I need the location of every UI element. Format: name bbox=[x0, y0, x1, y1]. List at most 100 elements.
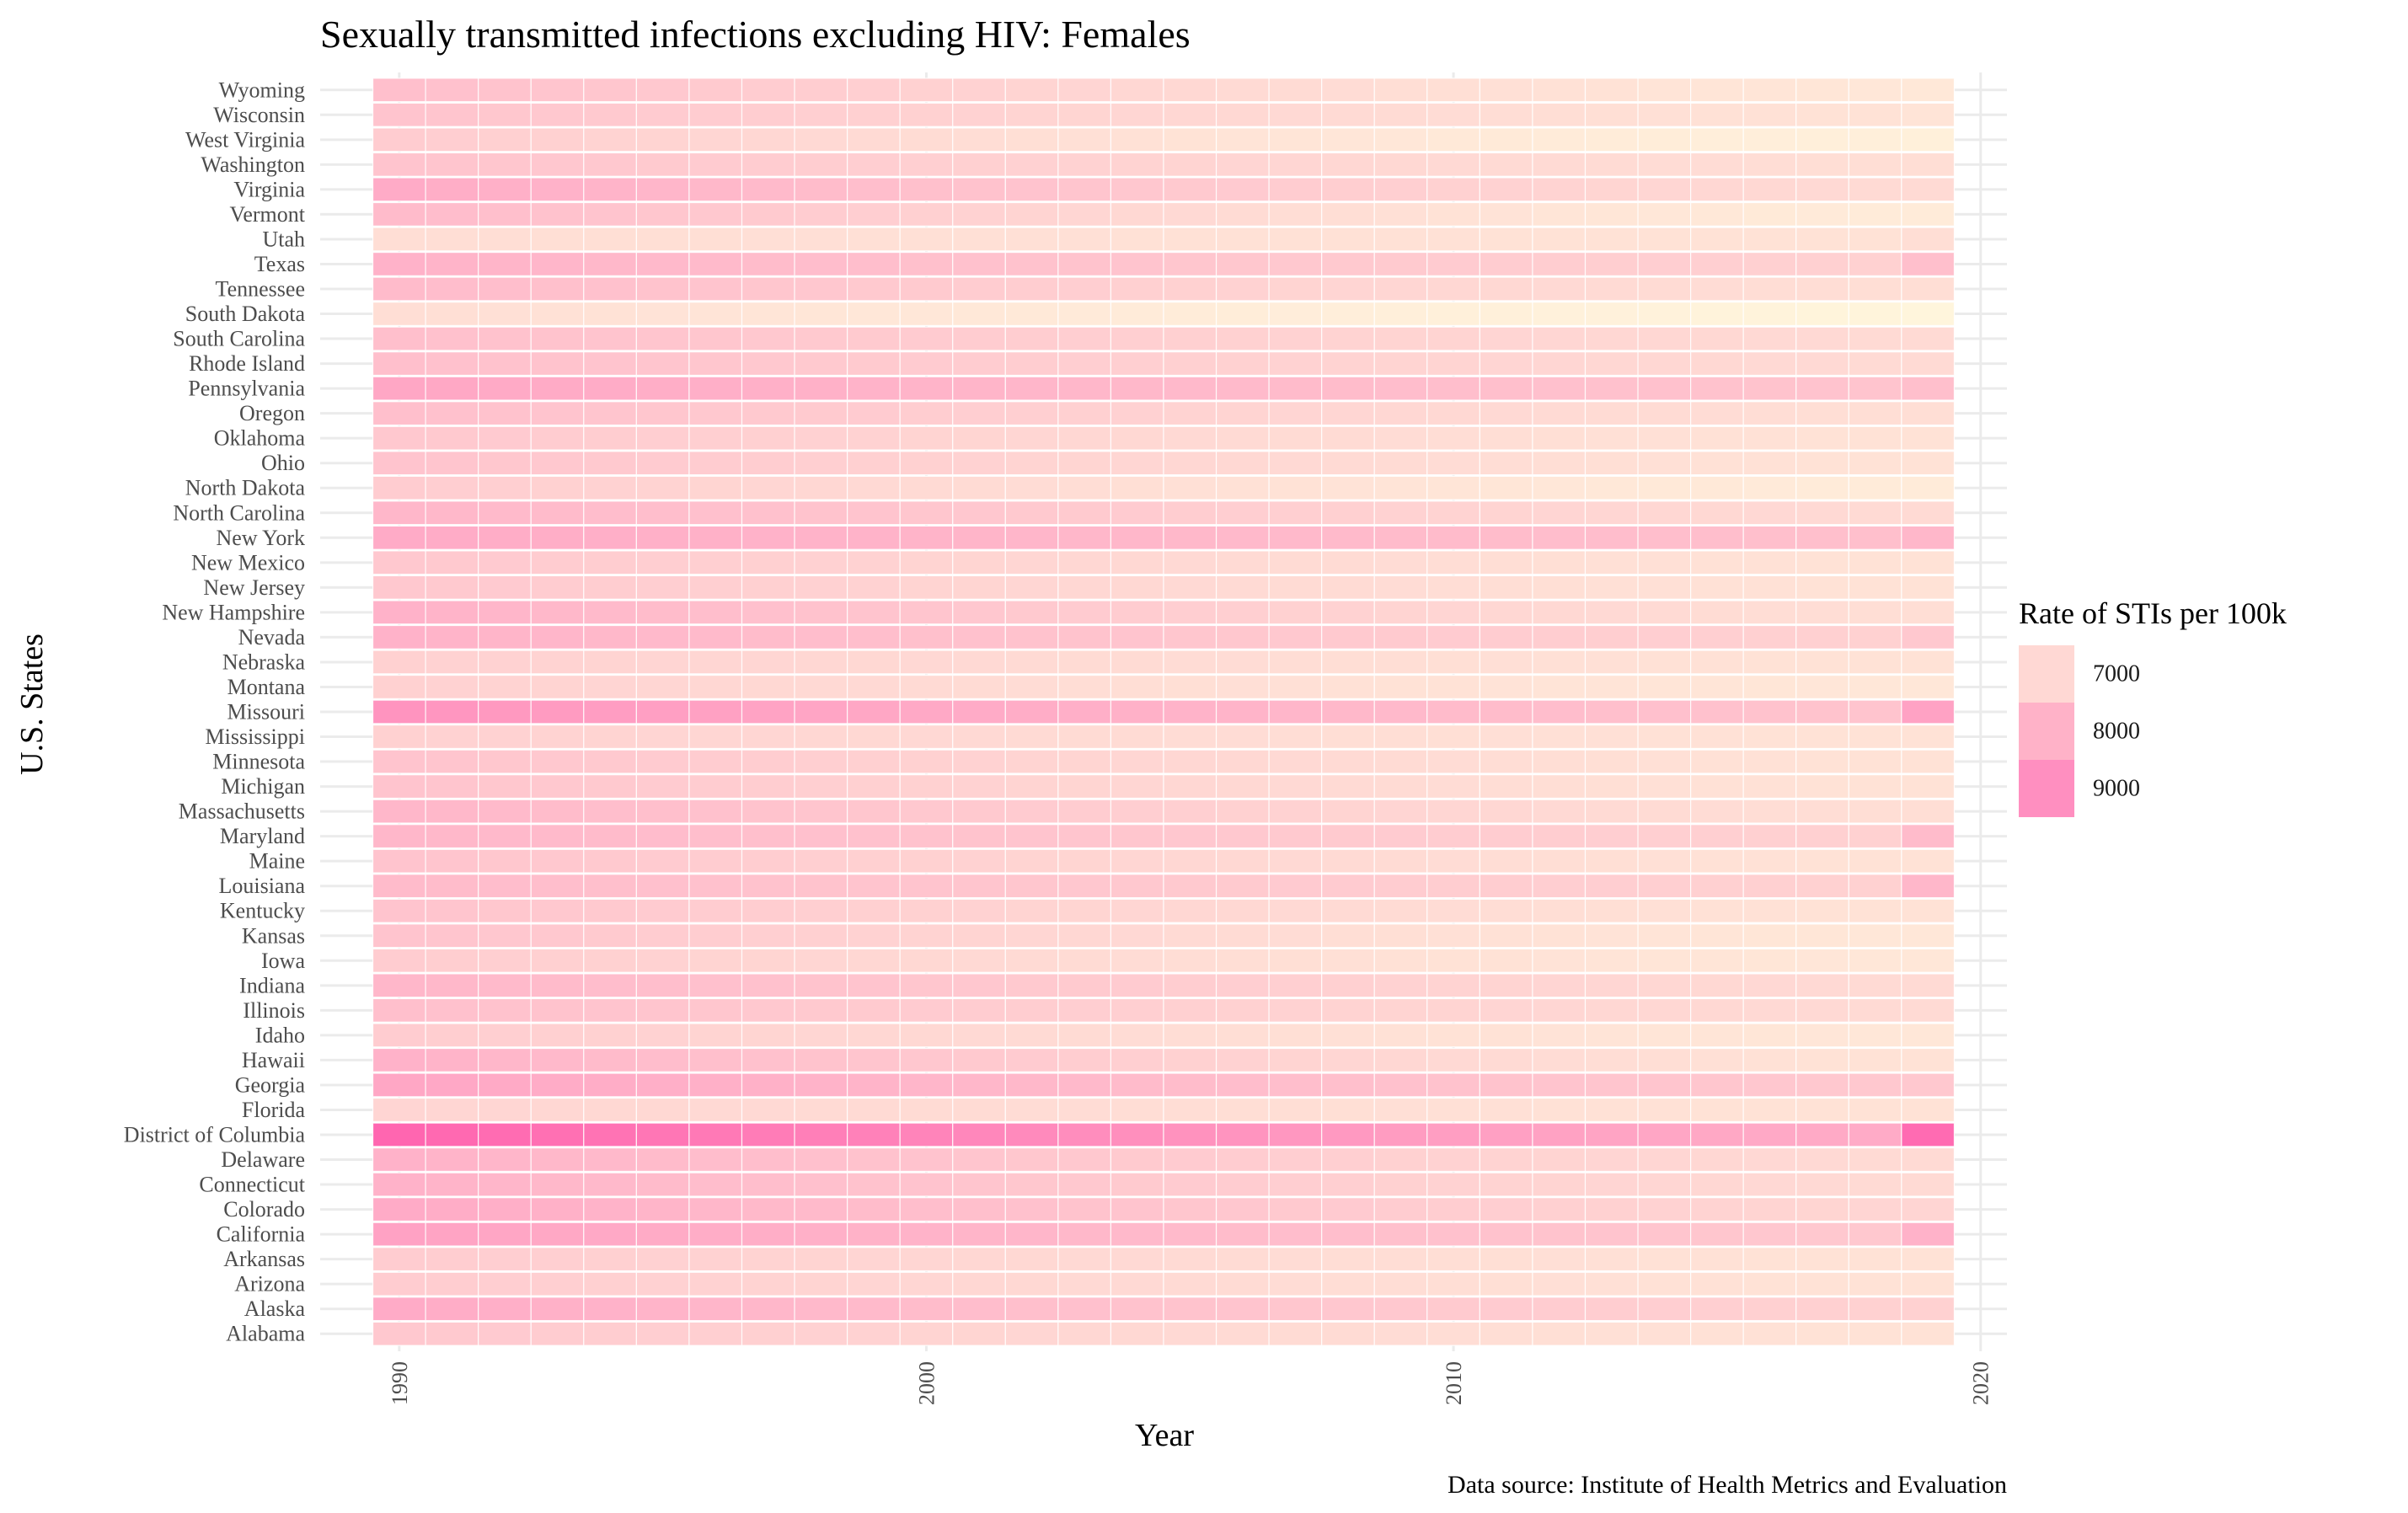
heatmap-cell bbox=[1795, 227, 1849, 252]
heatmap-cell bbox=[530, 525, 585, 550]
heatmap-cell bbox=[1532, 326, 1587, 351]
heatmap-cell bbox=[1110, 152, 1164, 177]
heatmap-cell bbox=[1373, 749, 1428, 774]
heatmap-cell bbox=[478, 1023, 532, 1048]
heatmap-cell bbox=[1795, 276, 1849, 302]
heatmap-cell bbox=[1479, 1147, 1533, 1173]
heatmap-cell bbox=[952, 451, 1006, 476]
heatmap-cell bbox=[1215, 127, 1270, 152]
heatmap-cell bbox=[530, 674, 585, 699]
heatmap-cell bbox=[1532, 78, 1587, 103]
heatmap-cell bbox=[1637, 1147, 1692, 1173]
heatmap-cell bbox=[1690, 1321, 1744, 1346]
heatmap-cell bbox=[1584, 127, 1639, 152]
heatmap-cell bbox=[741, 1172, 795, 1197]
heatmap-cell bbox=[1637, 127, 1692, 152]
heatmap-cell bbox=[688, 177, 743, 202]
heatmap-cell bbox=[952, 650, 1006, 675]
heatmap-cell bbox=[1901, 874, 1956, 899]
heatmap-cell bbox=[1057, 774, 1112, 799]
heatmap-cell bbox=[1479, 451, 1533, 476]
heatmap-cell bbox=[741, 848, 795, 874]
heatmap-cell bbox=[635, 201, 690, 227]
heatmap-cell bbox=[635, 898, 690, 923]
heatmap-cell bbox=[688, 1222, 743, 1247]
heatmap-cell bbox=[1215, 1197, 1270, 1222]
heatmap-cell bbox=[583, 1097, 637, 1122]
heatmap-cell bbox=[1532, 997, 1587, 1023]
heatmap-cell bbox=[530, 1296, 585, 1322]
heatmap-cell bbox=[530, 600, 585, 625]
heatmap-cell bbox=[1268, 674, 1323, 699]
heatmap-cell bbox=[635, 1247, 690, 1272]
heatmap-cell bbox=[1110, 1247, 1164, 1272]
heatmap-cell bbox=[530, 152, 585, 177]
heatmap-cell bbox=[899, 824, 954, 849]
heatmap-cell bbox=[530, 401, 585, 426]
heatmap-cell bbox=[372, 749, 426, 774]
heatmap-cell bbox=[1479, 624, 1533, 650]
heatmap-cell bbox=[1584, 624, 1639, 650]
heatmap-cell bbox=[1848, 525, 1902, 550]
heatmap-cell bbox=[1584, 177, 1639, 202]
heatmap-cell bbox=[1584, 451, 1639, 476]
y-tick-label: Kansas bbox=[242, 923, 305, 948]
legend-key bbox=[2019, 760, 2074, 817]
heatmap-cell bbox=[1163, 276, 1217, 302]
heatmap-cell bbox=[1479, 78, 1533, 103]
heatmap-cell bbox=[1004, 201, 1059, 227]
heatmap-cell bbox=[1373, 177, 1428, 202]
heatmap-cell bbox=[1004, 1147, 1059, 1173]
heatmap-cell bbox=[1690, 251, 1744, 276]
chart-title: Sexually transmitted infections excludin… bbox=[320, 13, 1191, 56]
heatmap-cell bbox=[1901, 997, 1956, 1023]
heatmap-cell bbox=[635, 326, 690, 351]
heatmap-cell bbox=[1795, 177, 1849, 202]
heatmap-cell bbox=[372, 475, 426, 500]
heatmap-cell bbox=[372, 102, 426, 127]
heatmap-cell bbox=[1321, 1197, 1375, 1222]
heatmap-cell bbox=[1690, 500, 1744, 526]
heatmap-cell bbox=[1110, 1097, 1164, 1122]
heatmap-cell bbox=[1215, 624, 1270, 650]
heatmap-cell bbox=[1004, 600, 1059, 625]
heatmap-cell bbox=[1742, 376, 1797, 401]
heatmap-cell bbox=[372, 302, 426, 327]
heatmap-cell bbox=[1321, 624, 1375, 650]
heatmap-cell bbox=[847, 923, 901, 949]
heatmap-cell bbox=[899, 1296, 954, 1322]
heatmap-cell bbox=[583, 1072, 637, 1098]
heatmap-cell bbox=[1163, 425, 1217, 451]
heatmap-cell bbox=[425, 1047, 479, 1072]
heatmap-cell bbox=[530, 500, 585, 526]
heatmap-cell bbox=[1268, 874, 1323, 899]
y-tick-label: South Dakota bbox=[185, 302, 306, 326]
heatmap-cell bbox=[1690, 201, 1744, 227]
heatmap-cell bbox=[847, 799, 901, 824]
heatmap-cell bbox=[1584, 575, 1639, 600]
heatmap-cell bbox=[1690, 824, 1744, 849]
heatmap-cell bbox=[1848, 898, 1902, 923]
heatmap-cell bbox=[1637, 724, 1692, 750]
heatmap-cell bbox=[1110, 600, 1164, 625]
heatmap-cell bbox=[425, 848, 479, 874]
heatmap-cell bbox=[1004, 699, 1059, 724]
heatmap-cell bbox=[1795, 326, 1849, 351]
heatmap-cell bbox=[1742, 102, 1797, 127]
heatmap-cell bbox=[1110, 177, 1164, 202]
heatmap-cell bbox=[1479, 600, 1533, 625]
heatmap-cell bbox=[1532, 973, 1587, 998]
heatmap-cell bbox=[1268, 1023, 1323, 1048]
heatmap-cell bbox=[899, 152, 954, 177]
heatmap-cell bbox=[478, 1147, 532, 1173]
heatmap-cell bbox=[372, 874, 426, 899]
heatmap-cell bbox=[899, 1222, 954, 1247]
heatmap-cell bbox=[1057, 1097, 1112, 1122]
heatmap-cell bbox=[1532, 1197, 1587, 1222]
heatmap-cell bbox=[1479, 699, 1533, 724]
heatmap-cell bbox=[1215, 1122, 1270, 1147]
heatmap-cell bbox=[583, 774, 637, 799]
heatmap-cell bbox=[1215, 401, 1270, 426]
heatmap-cell bbox=[847, 177, 901, 202]
